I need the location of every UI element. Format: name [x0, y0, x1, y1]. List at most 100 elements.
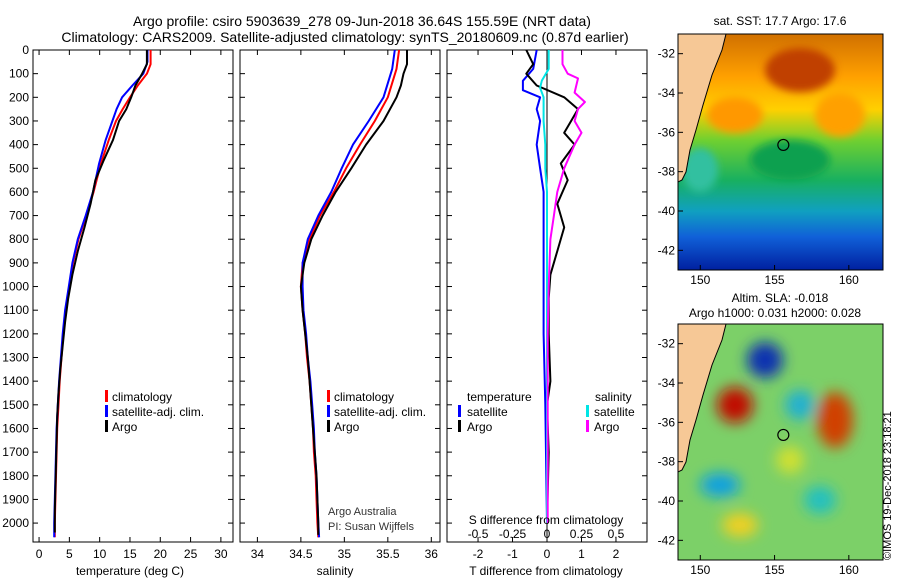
sst-features: [682, 48, 865, 192]
salinity-x-axis: 34 34.5 35 35.5 36: [251, 50, 438, 561]
difference-x-axis: -2 -1 0 1 2: [473, 50, 620, 561]
land-australia: [678, 324, 727, 473]
legend-t-argo: Argo: [467, 420, 493, 434]
sla-anticyclonic-eddy-west: [717, 387, 753, 423]
legend-t-satellite: satellite: [467, 405, 508, 419]
legend-argo: Argo: [112, 420, 138, 434]
legend-s-satellite: satellite: [594, 405, 635, 419]
y-tick-label: 800: [9, 232, 29, 246]
legend-swatch-argo: [327, 420, 330, 432]
title-line-1: Argo profile: csiro 5903639_278 09-Jun-2…: [133, 13, 591, 29]
y-tick-label: 500: [9, 161, 29, 175]
map-x-tick-label: 155: [765, 273, 785, 287]
map-y-tick-label: -32: [658, 47, 676, 61]
credit-line-2: PI: Susan Wijffels: [328, 521, 414, 533]
s-difference-ticks: -0.5 -0.25 0 0.25 0.5: [468, 527, 625, 541]
sla-field: [678, 324, 883, 560]
imos-stamp: ©IMOS 19-Dec-2018 23:18:21: [882, 411, 894, 560]
y-tick-label: 1100: [3, 303, 29, 317]
s-tick-label: -0.25: [499, 527, 527, 541]
s-tick-label: 0: [544, 527, 551, 541]
map-x-tick-label: 155: [765, 563, 785, 577]
sst-warm-eddy-west: [707, 97, 763, 133]
x-tick-label: 35.5: [376, 547, 400, 561]
map-x-tick-label: 160: [839, 563, 859, 577]
legend-temperature-title: temperature: [467, 390, 532, 404]
y-tick-label: 1400: [2, 374, 29, 388]
salinity-series: [299, 49, 408, 538]
y-tick-label: 1900: [2, 492, 29, 506]
y-tick-label: 100: [9, 67, 29, 81]
map-y-tick-label: -38: [658, 455, 676, 469]
difference-series: [521, 49, 586, 542]
map-y-tick-label: -38: [658, 165, 676, 179]
salinity-y-ticks: [240, 49, 440, 524]
sla-frame: [677, 323, 884, 561]
x-tick-label: 20: [154, 547, 168, 561]
map-y-tick-label: -40: [658, 204, 676, 218]
y-tick-label: 700: [9, 209, 29, 223]
s-tick-label: 0.5: [608, 527, 625, 541]
difference-y-ticks: [447, 49, 647, 524]
y-tick-label: 0: [22, 43, 29, 57]
sst-field: [678, 34, 883, 270]
s-tick-label: 0.25: [570, 527, 594, 541]
series-s-argo: [546, 50, 586, 524]
map-y-tick-label: -36: [658, 125, 676, 139]
x-tick-label: -2: [473, 547, 484, 561]
x-tick-label: 15: [123, 547, 137, 561]
y-tick-label: 1800: [2, 469, 29, 483]
y-tick-label: 1700: [2, 445, 29, 459]
temperature-x-axis: 0 5 10 15 20 25 30: [36, 50, 228, 561]
sla-axis-ticks: 150 155 160 -32 -34 -36 -38 -40 -42: [658, 337, 860, 577]
x-tick-label: 10: [93, 547, 107, 561]
x-tick-label: -1: [507, 547, 518, 561]
legend-swatch-t-satellite: [458, 405, 461, 417]
legend-satellite: satellite-adj. clim.: [334, 405, 426, 419]
temperature-xlabel: temperature (deg C): [76, 564, 184, 578]
legend-swatch-s-argo: [586, 420, 589, 432]
temperature-series: [53, 50, 152, 538]
x-tick-label: 5: [66, 547, 73, 561]
x-tick-label: 30: [214, 547, 228, 561]
s-tick-label: -0.5: [468, 527, 489, 541]
y-tick-label: 2000: [2, 516, 29, 530]
sla-map-subtitle: Argo h1000: 0.031 h2000: 0.028: [689, 306, 861, 320]
series-t-satellite: [521, 49, 548, 524]
sla-cold-patch-2: [700, 473, 740, 497]
salinity-panel: 34 34.5 35 35.5 36 salinity climatology sate…: [239, 49, 441, 578]
map-y-tick-label: -32: [658, 337, 676, 351]
y-tick-label: 1500: [2, 398, 29, 412]
map-y-tick-label: -42: [658, 243, 676, 257]
y-tick-label: 600: [9, 185, 29, 199]
argo-position-marker-sla: [777, 428, 790, 442]
y-tick-label: 1000: [2, 280, 29, 294]
x-tick-label: 2: [613, 547, 620, 561]
x-tick-label: 35: [338, 547, 352, 561]
y-tick-label: 900: [9, 256, 29, 270]
map-x-tick-label: 150: [690, 273, 710, 287]
sla-map: Altim. SLA: -0.018 Argo h1000: 0.031 h20…: [658, 291, 894, 577]
map-y-tick-label: -34: [658, 86, 676, 100]
land-australia: [678, 34, 727, 183]
sst-warm-core: [765, 48, 835, 92]
legend-swatch-satellite: [105, 405, 108, 417]
map-x-tick-label: 150: [690, 563, 710, 577]
x-tick-label: 1: [578, 547, 585, 561]
argo-position-marker-sst: [777, 138, 790, 152]
credit-line-1: Argo Australia: [328, 506, 397, 518]
x-tick-label: 0: [36, 547, 43, 561]
map-y-tick-label: -42: [658, 533, 676, 547]
x-tick-label: 34.5: [289, 547, 313, 561]
series-argo: [53, 50, 148, 533]
difference-legend: temperature satellite Argo salinity sate…: [458, 390, 635, 434]
legend-argo: Argo: [334, 420, 360, 434]
y-tick-label: 1600: [2, 421, 29, 435]
legend-salinity-title: salinity: [595, 390, 632, 404]
sst-frame: [677, 33, 884, 271]
x-tick-label: 25: [184, 547, 198, 561]
title-line-2: Climatology: CARS2009. Satellite-adjuste…: [61, 29, 628, 45]
legend-swatch-argo: [105, 420, 108, 432]
pressure-axis: 0 100 200 300 400 500 600 700 800 900 1000 1100 1200…: [2, 43, 233, 530]
